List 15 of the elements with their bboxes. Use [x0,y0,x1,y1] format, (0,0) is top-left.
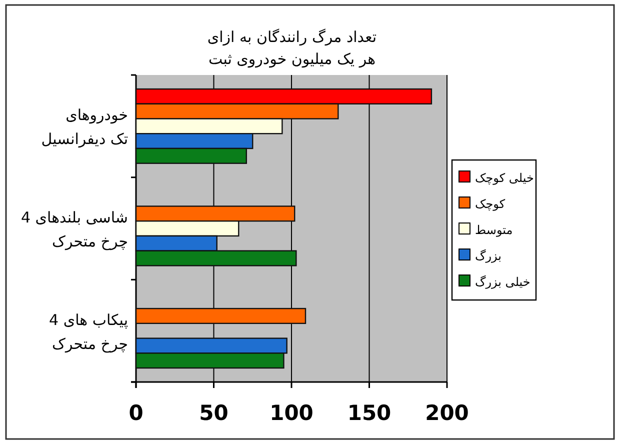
legend-label: متوسط [475,223,513,237]
y-tick-label: خودروهای تک دیفرانسیل [41,106,128,148]
chart-title: تعداد مرگ رانندگان به ازای هر یک میلیون خودروی ثبت [207,28,377,68]
legend-label: بزرگ [475,249,502,263]
x-tick-label: 50 [199,401,228,425]
y-tick-label: پیکاب های 4 چرخ متحرک [49,310,128,353]
x-tick-label: 100 [270,401,314,425]
y-tick-label: شاسی بلندهای 4 چرخ متحرک [20,208,128,250]
legend-label: خیلی کوچک [475,171,534,185]
bar [135,308,306,324]
x-tick-label: 150 [347,401,392,425]
x-tick-label: 0 [128,401,144,425]
legend-label: کوچک [475,197,506,211]
x-tick-label: 200 [425,401,469,425]
legend-label: خیلی بزرگ [475,275,530,289]
